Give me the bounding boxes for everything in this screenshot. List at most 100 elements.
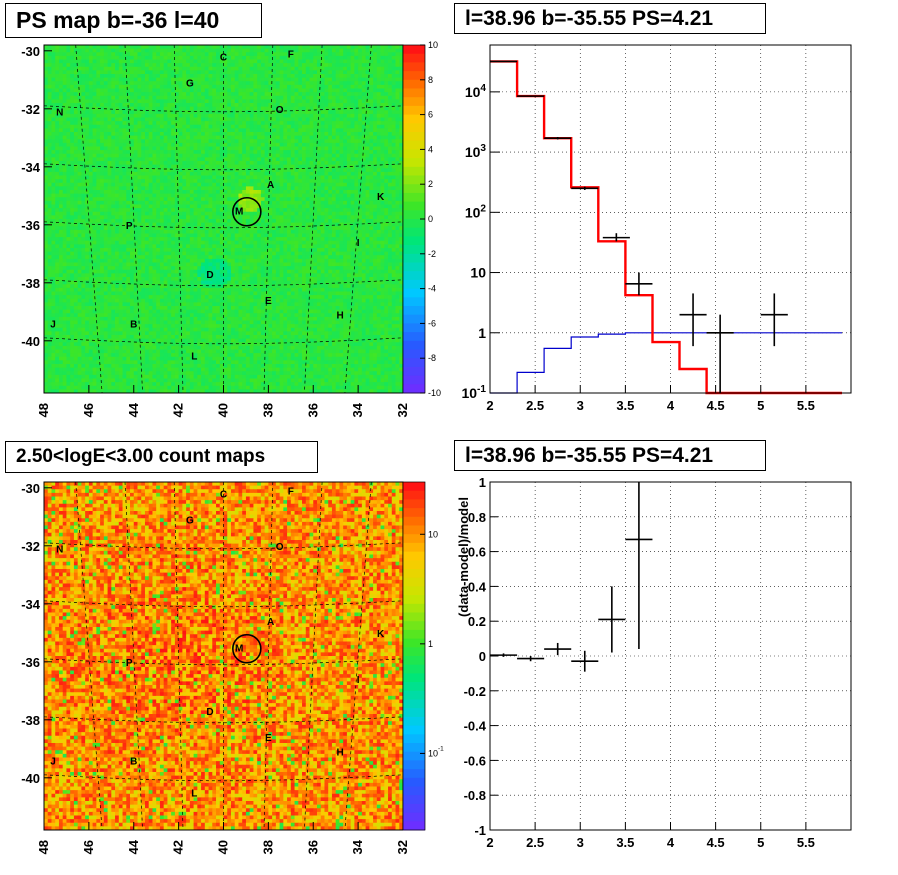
colorbar-segment [403,743,425,752]
source-label: F [288,50,294,61]
colorbar-segment [403,54,425,63]
y-tick-label: -0.2 [464,684,486,699]
colorbar-segment [403,202,425,211]
colorbar-segment [403,115,425,124]
colorbar-tick-label: 0 [428,214,433,224]
colorbar-segment [403,384,425,393]
y-tick-label: 1 [479,475,486,490]
x-tick-label: 46 [81,403,96,417]
colorbar-segment [403,647,425,656]
colorbar-segment [403,123,425,132]
source-label: N [56,545,63,556]
colorbar-segment [403,491,425,500]
x-tick-label: 2.5 [526,398,544,413]
x-tick-label: 5 [757,398,764,413]
residual-panel: 2 2.5 3 3.5 4 4.5 5 5.510.80.60.40.20-0.2-0.4-0… [456,475,851,850]
source-label: M [235,643,243,654]
colorbar-segment [403,323,425,332]
data-point [517,656,544,661]
colorbar-segment [403,341,425,350]
x-tick-label: 4 [667,398,675,413]
colorbar-tick-label: -8 [428,353,436,363]
source-label: M [235,206,243,217]
source-label: J [50,319,56,330]
colorbar-segment [403,45,425,54]
colorbar-segment [403,193,425,202]
colorbar-segment [403,734,425,743]
x-tick-label: 32 [395,840,410,854]
colorbar-segment [403,132,425,141]
colorbar-segment [403,717,425,726]
grid [490,482,851,830]
y-tick-label: 0 [479,649,486,664]
colorbar-segment [403,141,425,150]
source-label: K [377,629,385,640]
colorbar-segment [403,332,425,341]
data-point [490,61,517,62]
colorbar-segment [403,526,425,535]
colorbar-segment [403,656,425,665]
data-point [571,651,598,672]
source-label: L [191,788,197,799]
colorbar-segment [403,673,425,682]
colorbar-segment [403,176,425,185]
colorbar-segment [403,700,425,709]
x-tick-label: 36 [305,840,320,854]
colorbar-tick-label: 10 [428,40,438,50]
y-tick-label: -1 [474,823,486,838]
colorbar-segment [403,760,425,769]
colorbar-segment [403,271,425,280]
colorbar-tick-label: 10-1 [428,745,444,758]
x-tick-label: 4.5 [707,835,725,850]
source-label: G [186,516,194,527]
source-label: A [267,180,274,191]
source-label: D [206,270,213,281]
colorbar-segment [403,691,425,700]
colorbar-tick-label: 2 [428,179,433,189]
x-tick-label: 40 [216,840,231,854]
x-tick-label: 4 [667,835,675,850]
colorbar-segment [403,517,425,526]
x-tick-label: 44 [126,839,141,854]
data-point [761,293,788,346]
x-tick-label: 3.5 [616,835,634,850]
y-tick-label: -34 [21,160,41,175]
source-label: E [265,296,272,307]
x-tick-label: 32 [395,403,410,417]
x-tick-label: 3.5 [616,398,634,413]
y-tick-label: -30 [21,44,40,59]
y-tick-label: -0.4 [464,719,487,734]
colorbar-segment [403,499,425,508]
colorbar-segment [403,595,425,604]
data-point [680,293,707,346]
colorbar-segment [403,604,425,613]
source-label: I [357,675,360,686]
source-label: I [357,238,360,249]
colorbar-segment [403,534,425,543]
y-tick-label: 1 [478,325,486,341]
colorbar-segment [403,306,425,315]
colorbar-segment [403,769,425,778]
colorbar-segment [403,578,425,587]
colorbar-segment [403,778,425,787]
source-label: B [130,319,137,330]
x-tick-label: 48 [36,840,51,854]
colorbar-tick-label: -6 [428,318,436,328]
source-label: L [191,351,197,362]
x-tick-label: 5.5 [797,835,815,850]
x-tick-label: 38 [260,840,275,854]
x-tick-label: 34 [350,839,365,854]
colorbar-segment [403,508,425,517]
source-label: K [377,192,385,203]
colorbar-segment [403,297,425,306]
source-label: O [276,105,284,116]
colorbar-tick-label: 6 [428,110,433,120]
colorbar-tick-label: 4 [428,144,433,154]
x-tick-label: 36 [305,403,320,417]
x-tick-label: 4.5 [707,398,725,413]
colorbar-segment [403,726,425,735]
